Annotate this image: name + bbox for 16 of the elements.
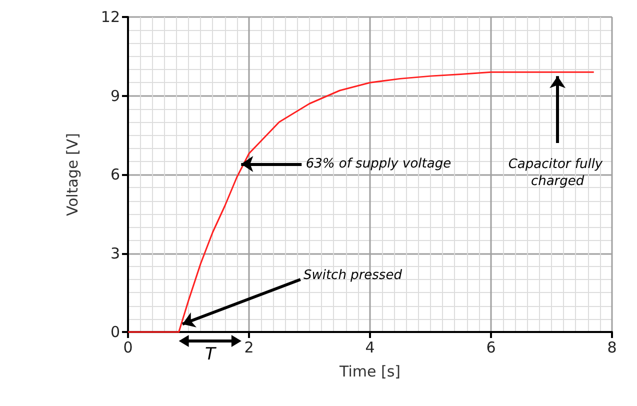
y-axis-title: Voltage [V] — [64, 133, 82, 216]
y-tick-label: 12 — [100, 8, 120, 26]
annotation: 63% of supply voltage — [306, 156, 452, 172]
text: T — [204, 344, 217, 364]
x-tick-label: 2 — [244, 338, 254, 356]
y-tick-label: 0 — [110, 323, 120, 341]
x-axis-title: Time [s] — [338, 362, 400, 380]
x-tick-label: 8 — [607, 338, 617, 356]
annotation: Switch pressed — [303, 268, 403, 284]
x-tick-label: 4 — [365, 338, 375, 356]
y-tick-label: 9 — [110, 86, 120, 105]
y-tick-label: 6 — [110, 166, 120, 184]
annotation: Capacitor fully charged — [508, 157, 607, 190]
x-tick-label: 0 — [123, 338, 133, 356]
y-tick-label: 3 — [110, 244, 120, 262]
x-tick-label: 6 — [486, 338, 496, 356]
